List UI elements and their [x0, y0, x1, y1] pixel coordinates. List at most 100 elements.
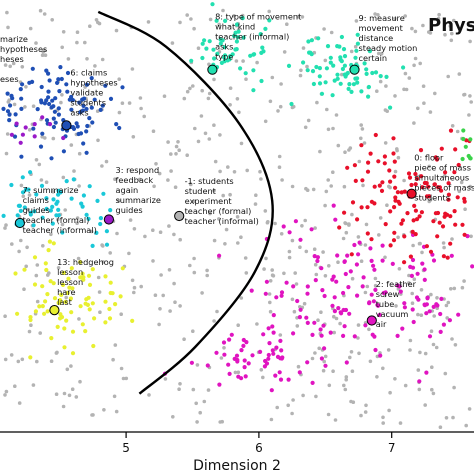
data-point	[420, 250, 424, 255]
data-point	[279, 356, 284, 361]
data-point	[191, 84, 195, 88]
data-point	[429, 329, 434, 334]
data-point	[390, 261, 395, 266]
data-point	[19, 96, 24, 101]
data-point	[89, 76, 94, 81]
data-point	[24, 85, 28, 89]
data-point	[363, 323, 368, 328]
data-point	[47, 239, 53, 244]
data-point	[336, 306, 341, 311]
data-point	[241, 343, 246, 348]
data-point	[463, 207, 467, 211]
data-point	[100, 164, 104, 168]
data-point	[169, 169, 173, 173]
data-point	[24, 264, 29, 269]
data-point	[349, 399, 353, 404]
data-point	[245, 168, 249, 173]
data-point	[20, 175, 25, 180]
data-point	[402, 87, 406, 92]
data-point	[124, 376, 129, 381]
cluster-center-3	[103, 214, 115, 225]
data-point	[431, 304, 436, 309]
data-point	[46, 273, 50, 277]
data-point	[77, 100, 82, 105]
data-point	[470, 264, 474, 269]
data-point	[298, 73, 303, 78]
data-point	[102, 408, 106, 412]
data-point	[159, 273, 163, 277]
data-point	[431, 342, 436, 347]
data-point	[419, 210, 424, 215]
data-point	[364, 71, 369, 76]
data-point	[316, 36, 321, 41]
data-point	[49, 232, 53, 237]
data-point	[460, 222, 465, 227]
data-point	[310, 332, 315, 337]
data-point	[70, 98, 75, 103]
data-point	[380, 180, 385, 185]
data-point	[452, 18, 456, 23]
data-point	[392, 230, 397, 235]
data-point	[462, 232, 467, 237]
data-point	[322, 359, 327, 364]
data-point	[86, 273, 92, 278]
data-point	[224, 227, 229, 232]
data-point	[435, 296, 439, 300]
data-point	[392, 174, 397, 179]
data-point	[98, 221, 103, 227]
data-point	[41, 244, 45, 248]
data-point	[27, 193, 32, 197]
data-point	[396, 235, 400, 240]
data-point	[120, 85, 125, 90]
data-point	[233, 370, 238, 375]
data-point	[326, 178, 331, 182]
data-point	[376, 159, 381, 164]
data-point	[412, 63, 416, 68]
data-point	[78, 275, 83, 280]
data-point	[353, 178, 358, 183]
data-point	[287, 255, 292, 260]
data-point	[344, 360, 349, 365]
cluster-label-line: 3: respond	[116, 165, 160, 175]
data-point	[264, 256, 268, 261]
data-point	[78, 110, 83, 115]
data-point	[262, 267, 266, 271]
data-point	[173, 185, 178, 189]
data-point	[228, 86, 233, 90]
data-point	[75, 124, 80, 129]
data-point	[64, 295, 68, 300]
data-point	[137, 177, 142, 182]
data-point	[411, 218, 416, 223]
data-point	[172, 281, 176, 286]
data-point	[335, 253, 340, 258]
data-point	[120, 266, 125, 271]
data-point	[65, 290, 70, 296]
data-point	[15, 213, 20, 218]
data-point	[426, 184, 431, 189]
data-point	[314, 64, 319, 70]
cluster-label-line: pieces of mass	[414, 182, 474, 192]
data-point	[15, 311, 20, 316]
data-point	[353, 76, 358, 81]
cluster-label-0: 0: floor piece of mass simultaneous pieces …	[414, 152, 474, 202]
data-point	[339, 59, 344, 64]
cluster-label-line: simultaneous	[414, 172, 469, 182]
data-point	[59, 100, 63, 105]
cluster-label-line: steady motion	[359, 43, 418, 53]
data-point	[40, 135, 44, 139]
data-point	[407, 281, 411, 285]
data-point	[331, 126, 335, 131]
data-point	[261, 375, 265, 380]
data-point	[104, 242, 110, 247]
data-point	[4, 151, 9, 156]
data-point	[222, 45, 227, 50]
data-point	[263, 119, 268, 124]
data-point	[286, 63, 292, 68]
data-point	[260, 45, 265, 50]
data-point	[43, 299, 48, 304]
data-point	[218, 420, 222, 424]
cluster-label-line: 9: measure	[359, 13, 405, 23]
cluster-center-0	[406, 188, 417, 199]
data-point	[331, 203, 336, 208]
data-point	[166, 140, 170, 144]
